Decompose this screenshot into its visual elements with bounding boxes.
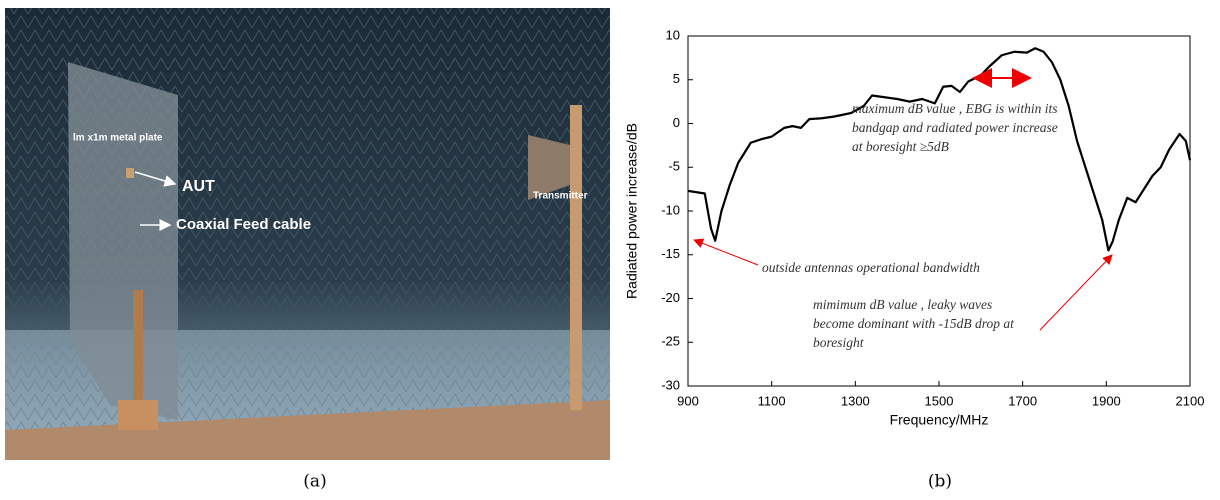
caption: (b) (928, 472, 952, 492)
data-line (687, 47, 1192, 252)
x-tick-label: 1500 (925, 393, 954, 408)
annotation: at boresight ≥5dB (852, 139, 949, 154)
annotation-arrow (1039, 254, 1113, 331)
x-tick-label: 1300 (841, 393, 870, 408)
annotation: outside antennas operational bandwidth (762, 260, 980, 275)
photo-label: Transmitter (533, 191, 588, 202)
x-tick-label: 2100 (1176, 393, 1205, 408)
x-tick-label: 1700 (1008, 393, 1037, 408)
x-axis-label: Frequency/MHz (890, 412, 989, 428)
y-tick-label: -25 (661, 334, 680, 349)
annotation-arrow (693, 238, 759, 266)
x-tick-label: 900 (677, 393, 699, 408)
x-tick-label: 1100 (758, 393, 786, 408)
photo-label: Coaxial Feed cable (176, 216, 311, 233)
annotation: become dominant with -15dB drop at (813, 316, 1015, 331)
y-tick-label: 5 (673, 71, 680, 86)
annotation: bandgap and radiated power increase (852, 120, 1058, 135)
y-axis-label: Radiated power increase/dB (624, 123, 640, 299)
annotation: mimimum dB value , leaky waves (813, 297, 992, 312)
y-tick-label: -10 (661, 202, 680, 217)
photo-label: AUT (182, 178, 215, 195)
y-tick-label: 10 (666, 27, 680, 42)
photo: lm x1m metal plate AUT Coaxial Feed cabl… (5, 8, 610, 460)
y-tick-label: -15 (661, 246, 680, 261)
chart: -30 -25 -20 -15 -10 -5 0 5 10 900 1100 1300 1500 1700… (624, 27, 1205, 427)
caption: (a) (303, 472, 326, 492)
y-tick-label: -5 (668, 159, 680, 174)
y-tick-label: -30 (661, 377, 680, 392)
annotation: maximum dB value , EBG is within its (852, 101, 1057, 116)
plot-frame (687, 35, 1191, 387)
x-tick-label: 1900 (1092, 393, 1121, 408)
y-tick-label: -20 (661, 290, 680, 305)
photo-arrow (134, 171, 177, 187)
y-tick-label: 0 (673, 115, 680, 130)
annotation: boresight (813, 335, 865, 350)
photo-label: lm x1m metal plate (73, 133, 163, 144)
